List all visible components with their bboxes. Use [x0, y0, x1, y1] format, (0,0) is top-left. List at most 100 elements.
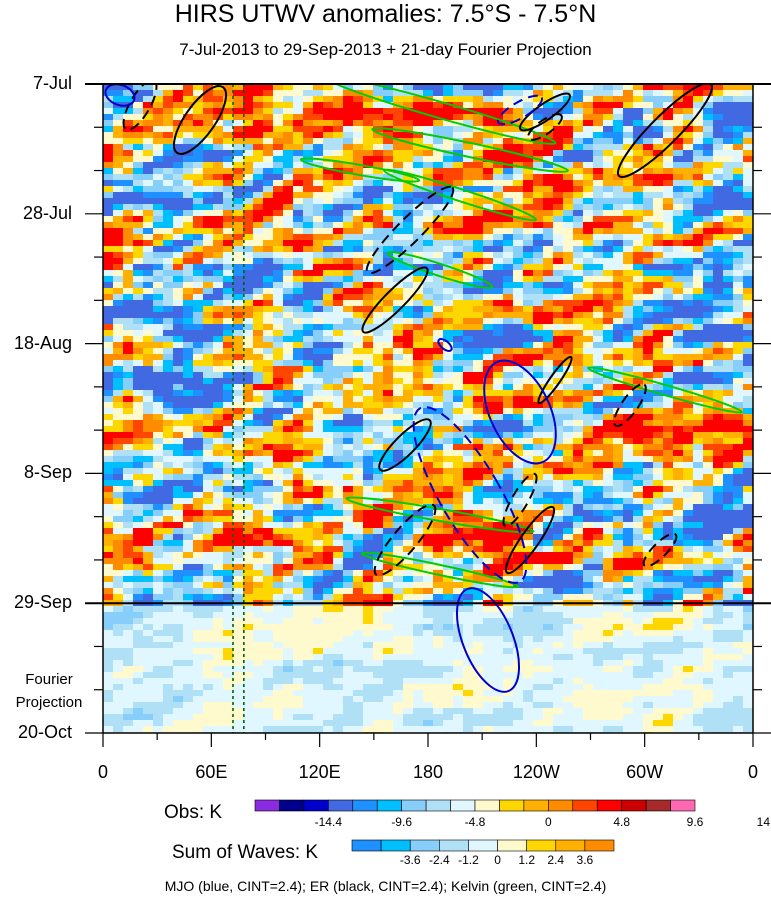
field-cell — [743, 204, 753, 211]
field-cell — [343, 384, 354, 391]
field-cell — [293, 306, 304, 313]
field-cell — [413, 138, 424, 145]
field-cell — [533, 318, 544, 325]
field-cell — [383, 522, 394, 529]
field-cell — [723, 180, 734, 187]
field-cell — [213, 468, 224, 475]
field-cell — [343, 516, 354, 523]
field-cell — [163, 84, 174, 91]
field-cell — [693, 120, 704, 127]
field-cell — [193, 372, 204, 379]
field-cell — [433, 318, 444, 325]
field-cell — [723, 318, 734, 325]
field-cell — [133, 420, 144, 427]
field-cell — [493, 528, 504, 535]
field-cell — [493, 264, 504, 271]
field-cell — [323, 300, 334, 307]
field-cell — [323, 186, 334, 193]
field-cell — [733, 210, 744, 217]
field-cell — [263, 534, 274, 541]
field-cell — [353, 198, 364, 205]
field-cell — [583, 354, 594, 361]
field-cell — [673, 510, 684, 517]
field-cell — [423, 276, 434, 283]
field-cell — [423, 450, 434, 457]
field-cell — [263, 246, 274, 253]
field-cell — [373, 462, 384, 469]
field-cell — [183, 336, 194, 343]
field-cell — [263, 318, 274, 325]
field-cell — [283, 414, 294, 421]
field-cell — [243, 480, 254, 487]
field-cell — [143, 354, 154, 361]
field-cell — [453, 498, 464, 505]
field-cell — [243, 186, 254, 193]
field-cell — [433, 486, 444, 493]
field-cell — [573, 426, 584, 433]
field-cell — [143, 504, 154, 511]
field-cell — [473, 186, 484, 193]
field-cell — [493, 276, 504, 283]
field-cell — [383, 432, 394, 439]
field-cell — [433, 174, 444, 181]
field-cell — [713, 288, 724, 295]
field-cell — [183, 90, 194, 97]
field-cell — [373, 84, 384, 91]
field-cell — [463, 222, 474, 229]
field-cell — [123, 288, 134, 295]
field-cell — [103, 348, 114, 355]
field-cell — [193, 216, 204, 223]
field-cell — [663, 312, 674, 319]
field-cell — [623, 162, 634, 169]
field-cell — [313, 372, 324, 379]
field-cell — [393, 180, 404, 187]
field-cell — [143, 240, 154, 247]
field-cell — [643, 462, 654, 469]
field-cell — [403, 138, 414, 145]
field-cell — [573, 516, 584, 523]
field-cell — [683, 522, 694, 529]
field-cell — [473, 372, 484, 379]
field-cell — [363, 342, 374, 349]
field-cell — [213, 138, 224, 145]
field-cell — [733, 444, 744, 451]
field-cell — [453, 342, 464, 349]
field-cell — [173, 360, 184, 367]
field-cell — [663, 492, 674, 499]
field-cell — [493, 336, 504, 343]
field-cell — [363, 90, 374, 97]
field-cell — [263, 474, 274, 481]
field-cell — [453, 336, 464, 343]
field-cell — [523, 228, 534, 235]
field-cell — [323, 360, 334, 367]
field-cell — [683, 342, 694, 349]
field-cell — [293, 474, 304, 481]
field-cell — [283, 300, 294, 307]
field-cell — [523, 510, 534, 517]
field-cell — [603, 342, 614, 349]
field-cell — [223, 252, 234, 259]
field-cell — [523, 234, 534, 241]
field-cell — [523, 294, 534, 301]
field-cell — [353, 144, 364, 151]
field-cell — [523, 468, 534, 475]
field-cell — [243, 396, 254, 403]
field-cell — [233, 318, 244, 325]
field-cell — [343, 234, 354, 241]
field-cell — [443, 540, 454, 547]
field-cell — [393, 108, 404, 115]
field-cell — [563, 426, 574, 433]
field-cell — [733, 114, 744, 121]
field-cell — [163, 348, 174, 355]
field-cell — [173, 198, 184, 205]
field-cell — [463, 312, 474, 319]
field-cell — [233, 426, 244, 433]
field-cell — [443, 324, 454, 331]
field-cell — [483, 318, 494, 325]
field-cell — [713, 420, 724, 427]
field-cell — [143, 120, 154, 127]
field-cell — [413, 324, 424, 331]
field-cell — [693, 294, 704, 301]
chart-title: HIRS UTWV anomalies: 7.5°S - 7.5°N — [174, 0, 597, 28]
field-cell — [463, 288, 474, 295]
